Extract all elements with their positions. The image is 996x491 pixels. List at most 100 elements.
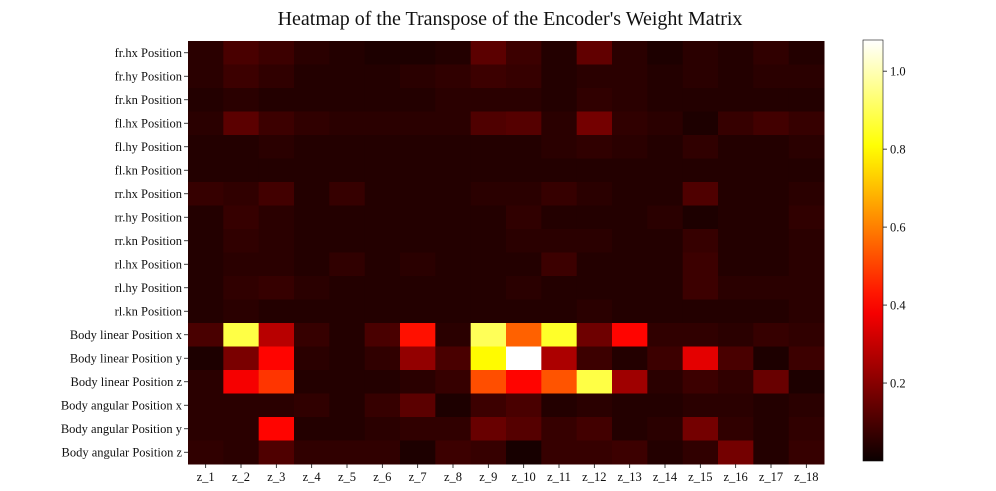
x-tick-label: z_14 xyxy=(653,470,678,484)
heatmap-cell xyxy=(294,64,330,89)
heatmap-cell xyxy=(753,299,790,324)
heatmap-cell xyxy=(788,158,825,183)
heatmap-cell xyxy=(682,182,719,206)
colorbar-tick-label: 0.8 xyxy=(890,142,906,156)
heatmap-cell xyxy=(788,111,825,136)
heatmap-cell xyxy=(435,323,472,347)
heatmap-cell xyxy=(470,158,507,183)
heatmap-cell xyxy=(682,276,719,300)
heatmap-cell xyxy=(258,346,295,371)
heatmap-cell xyxy=(541,276,578,300)
heatmap-cell xyxy=(364,182,401,206)
heatmap-cell xyxy=(435,64,472,89)
heatmap-cell xyxy=(223,393,260,418)
y-tick-label: fr.hx Position xyxy=(115,46,183,60)
heatmap-cell xyxy=(258,229,295,253)
heatmap-cell xyxy=(647,205,684,230)
x-tick-label: z_13 xyxy=(618,470,642,484)
heatmap-cell xyxy=(541,393,578,418)
x-tick-label: z_5 xyxy=(338,470,356,484)
heatmap-cell xyxy=(612,205,648,230)
heatmap-cell xyxy=(329,88,366,112)
heatmap-cell xyxy=(788,252,825,277)
y-tick-label: Body angular Position x xyxy=(61,399,183,413)
heatmap-cell xyxy=(647,393,684,418)
heatmap-cell xyxy=(364,440,401,465)
heatmap-cell xyxy=(753,440,790,465)
heatmap-cell xyxy=(435,370,472,394)
heatmap-cell xyxy=(718,417,754,441)
y-tick-label: Body angular Position y xyxy=(61,422,183,436)
heatmap-cell xyxy=(400,417,436,441)
heatmap-cell xyxy=(682,158,719,183)
heatmap-cell xyxy=(258,440,295,465)
heatmap-cell xyxy=(718,64,754,89)
heatmap-cell xyxy=(258,299,295,324)
heatmap-cell xyxy=(329,182,366,206)
heatmap-cell xyxy=(788,88,825,112)
heatmap-cell xyxy=(294,182,330,206)
heatmap-cell xyxy=(223,252,260,277)
heatmap-cell xyxy=(435,41,472,65)
heatmap-cell xyxy=(400,299,436,324)
heatmap-cell xyxy=(188,158,224,183)
heatmap-cell xyxy=(258,205,295,230)
heatmap-cell xyxy=(682,41,719,65)
heatmap-cell xyxy=(294,440,330,465)
heatmap-cell xyxy=(647,158,684,183)
heatmap-cell xyxy=(470,440,507,465)
heatmap-cell xyxy=(435,158,472,183)
heatmap-cell xyxy=(506,158,542,183)
heatmap-cell xyxy=(223,440,260,465)
heatmap-cell xyxy=(647,88,684,112)
colorbar: 0.2 0.4 0.6 0.8 1.0 xyxy=(862,39,906,462)
heatmap-cell xyxy=(541,64,578,89)
heatmap-cell xyxy=(364,370,401,394)
heatmap-cell xyxy=(435,276,472,300)
heatmap-cell xyxy=(258,88,295,112)
heatmap-cell xyxy=(576,88,613,112)
heatmap-cell xyxy=(329,440,366,465)
heatmap-cell xyxy=(435,229,472,253)
heatmap-cell xyxy=(329,64,366,89)
heatmap-cell xyxy=(576,440,613,465)
heatmap-cell xyxy=(329,417,366,441)
heatmap-cell xyxy=(470,370,507,394)
heatmap-cell xyxy=(223,276,260,300)
heatmap-cell xyxy=(718,252,754,277)
heatmap-cell xyxy=(294,158,330,183)
heatmap-cell xyxy=(364,252,401,277)
heatmap-cell xyxy=(294,370,330,394)
y-tick-label: fr.kn Position xyxy=(115,93,183,107)
heatmap-cell xyxy=(718,393,754,418)
heatmap-cell xyxy=(647,346,684,371)
heatmap-cell xyxy=(223,229,260,253)
heatmap-cell xyxy=(223,205,260,230)
heatmap-cell xyxy=(506,299,542,324)
heatmap-cell xyxy=(541,88,578,112)
heatmap-cell xyxy=(364,135,401,159)
heatmap-cell xyxy=(647,252,684,277)
heatmap-cell xyxy=(576,229,613,253)
heatmap-cell xyxy=(753,276,790,300)
heatmap-cell xyxy=(435,440,472,465)
colorbar-tick-label: 0.2 xyxy=(890,376,906,390)
heatmap-cell xyxy=(294,393,330,418)
heatmap-cell xyxy=(506,440,542,465)
heatmap-cell xyxy=(258,252,295,277)
heatmap-cell xyxy=(541,205,578,230)
heatmap-cell xyxy=(682,323,719,347)
heatmap-cell xyxy=(506,276,542,300)
x-tick-label: z_16 xyxy=(724,470,748,484)
heatmap-cell xyxy=(400,393,436,418)
heatmap-cell xyxy=(470,393,507,418)
heatmap-cell xyxy=(470,417,507,441)
heatmap-cell xyxy=(364,229,401,253)
heatmap-cell xyxy=(718,276,754,300)
heatmap-cell xyxy=(612,323,648,347)
heatmap-cell xyxy=(294,417,330,441)
heatmap-cell xyxy=(329,370,366,394)
heatmap-cell xyxy=(188,41,224,65)
colorbar-tick-label: 0.6 xyxy=(890,220,906,234)
x-tick-label: z_9 xyxy=(479,470,497,484)
